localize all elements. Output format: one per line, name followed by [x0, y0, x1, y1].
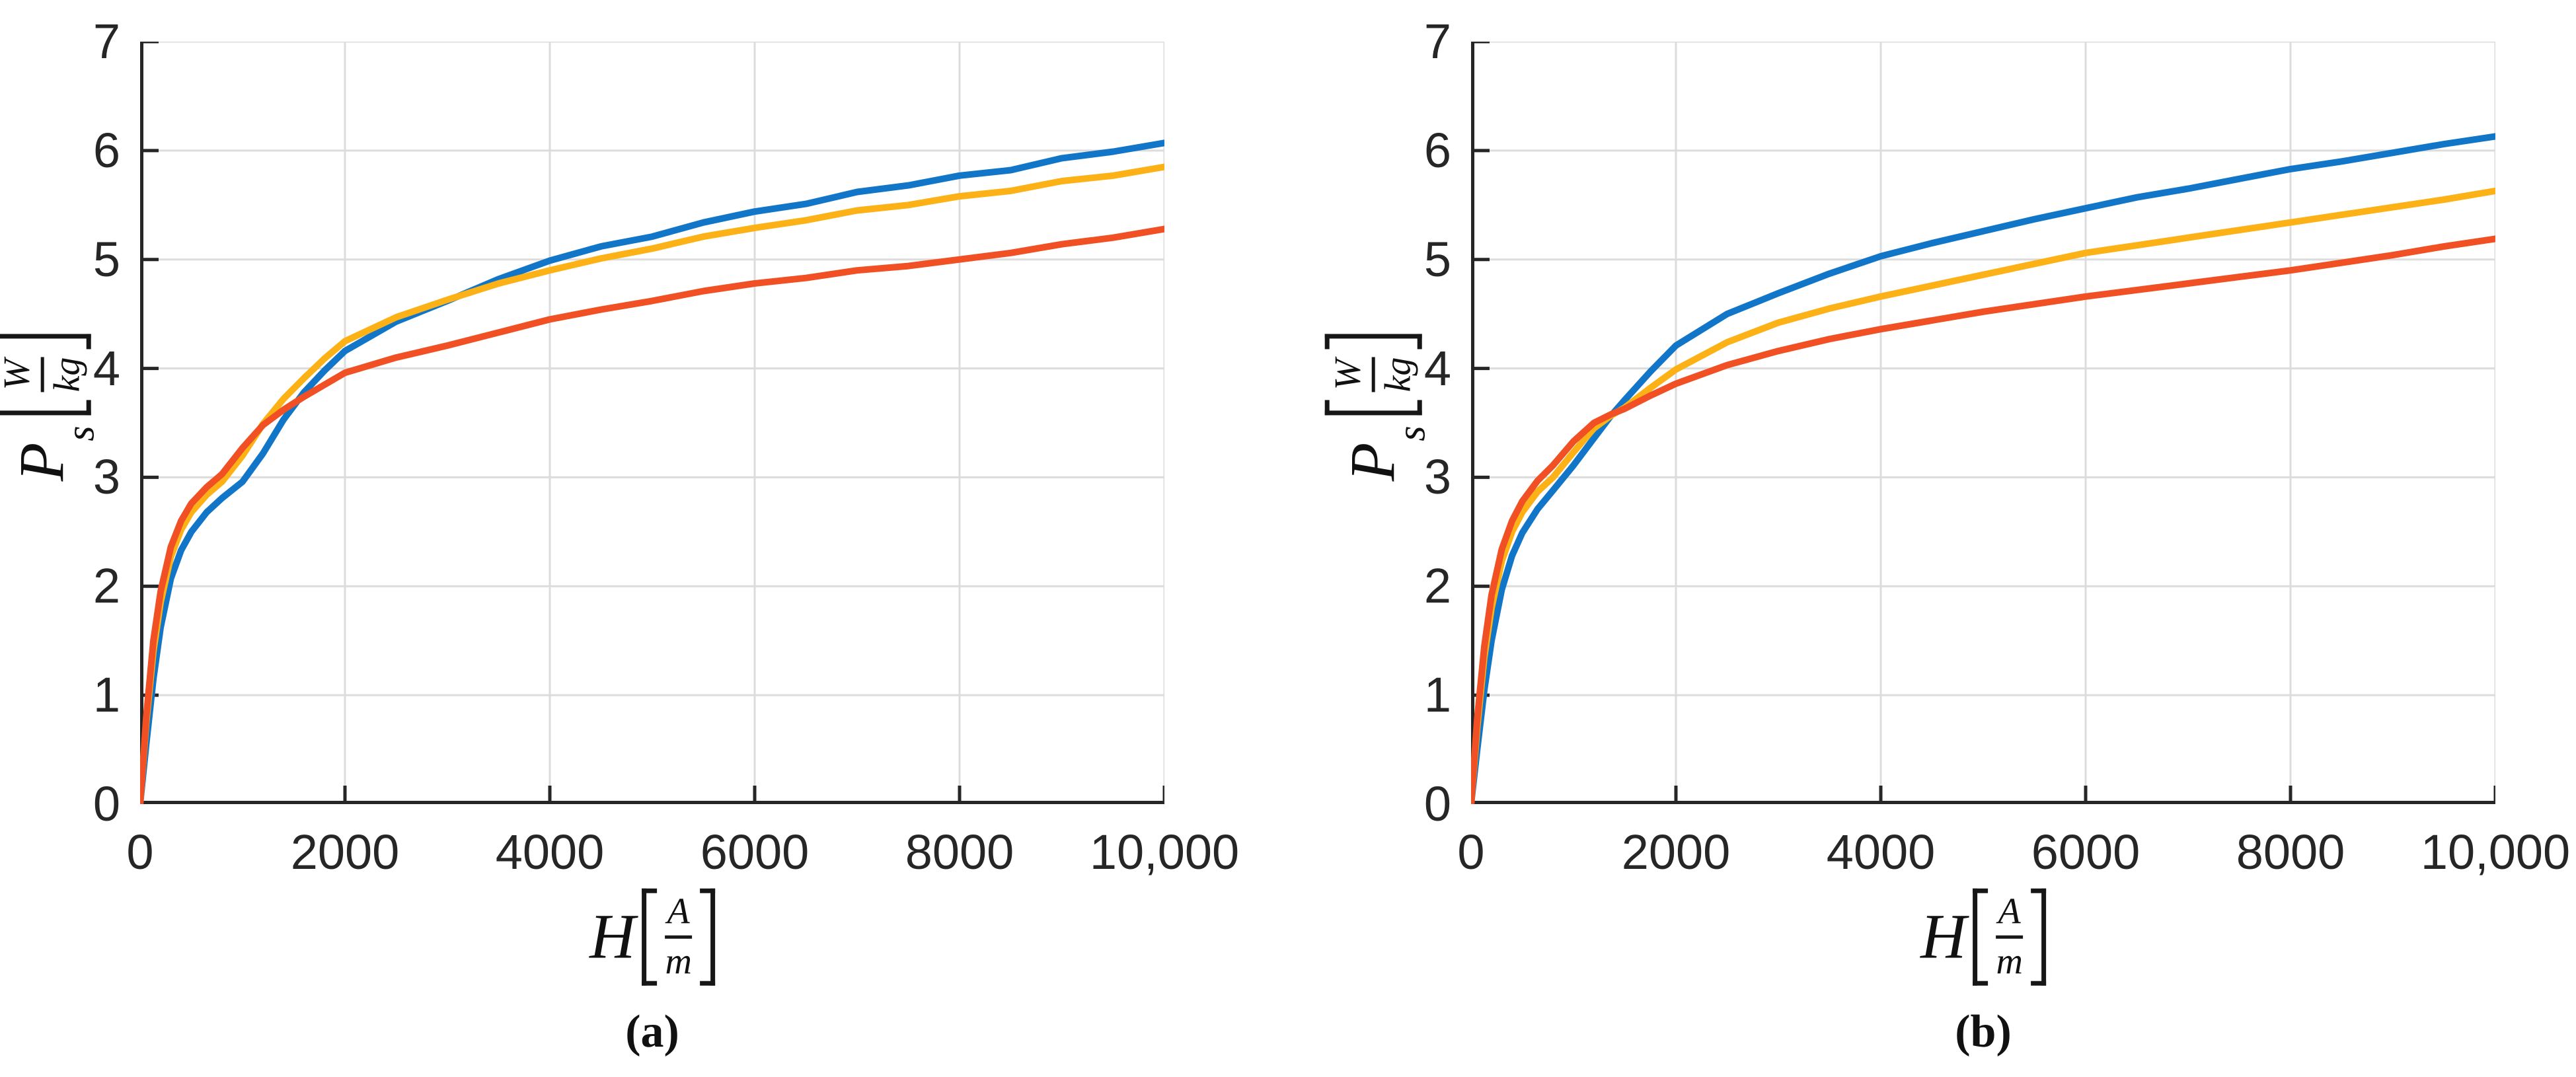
y-axis-variable: P: [1338, 442, 1408, 482]
fraction-bar: [1996, 935, 2023, 939]
y-tick-label: 0: [1423, 776, 1451, 831]
x-tick-label: 2000: [290, 825, 400, 879]
y-tick-label: 1: [93, 667, 120, 723]
curve-orange: [1468, 235, 2499, 807]
y-tick-label: 4: [93, 340, 120, 396]
bracket-open: [0, 400, 91, 416]
x-tick-label: 0: [1457, 825, 1485, 879]
x-tick-label: 6000: [2031, 825, 2140, 879]
unit-numerator: W: [1327, 359, 1369, 390]
x-axis-variable: H: [1920, 901, 1967, 972]
x-tick-label: 10,000: [1089, 825, 1240, 879]
x-tick-label: 2000: [1621, 825, 1731, 879]
x-tick-label: 0: [126, 825, 154, 879]
y-tick-label: 3: [1423, 449, 1451, 505]
x-axis-variable: H: [589, 901, 636, 972]
unit-numerator: A: [1998, 891, 2021, 932]
unit-numerator: A: [667, 891, 690, 932]
axis-lines: [1471, 42, 2495, 804]
unit-denominator: kg: [1377, 357, 1419, 392]
axis-lines: [140, 42, 1164, 804]
x-tick-label: 8000: [905, 825, 1014, 879]
panel-caption-a: (a): [625, 1006, 679, 1057]
curve-orange: [137, 225, 1168, 807]
y-tick-label: 6: [1423, 122, 1451, 178]
plot-area-a: [137, 40, 1168, 807]
y-tick-label: 3: [93, 449, 120, 505]
curve-blue: [137, 139, 1168, 807]
y-tick-label: 7: [1423, 14, 1451, 69]
bracket-close: [2030, 888, 2046, 986]
unit-numerator: W: [0, 359, 38, 390]
y-tick-label: 4: [1423, 340, 1451, 396]
plot-canvas-a: [137, 40, 1168, 807]
fraction-bar: [665, 935, 692, 939]
bracket-open: [1324, 400, 1422, 416]
x-tick-label: 8000: [2236, 825, 2345, 879]
y-axis-subscript: s: [58, 426, 102, 441]
curve-yellow: [1468, 187, 2499, 807]
unit-denominator: m: [1996, 941, 2023, 983]
x-tick-label: 10,000: [2420, 825, 2571, 879]
unit-denominator: kg: [46, 357, 88, 392]
plot-canvas-b: [1468, 40, 2499, 807]
y-tick-label: 7: [93, 14, 120, 69]
y-tick-label: 1: [1423, 667, 1451, 723]
curve-blue: [1468, 133, 2499, 807]
plot-area-b: [1468, 40, 2499, 807]
y-axis-variable: P: [7, 442, 77, 482]
y-tick-label: 0: [93, 776, 120, 831]
bracket-close: [0, 334, 91, 350]
y-tick-label: 5: [93, 231, 120, 287]
y-tick-label: 6: [93, 122, 120, 178]
bracket-close: [699, 888, 715, 986]
bracket-open: [642, 888, 658, 986]
unit-denominator: m: [665, 941, 692, 983]
y-axis-subscript: s: [1389, 426, 1433, 441]
bracket-open: [1973, 888, 1989, 986]
panel-caption-b: (b): [1955, 1006, 2012, 1057]
x-tick-label: 4000: [1826, 825, 1936, 879]
y-tick-label: 2: [1423, 558, 1451, 614]
fraction-bar: [40, 357, 44, 392]
x-tick-label: 6000: [700, 825, 810, 879]
y-tick-label: 2: [93, 558, 120, 614]
fraction-bar: [1371, 357, 1375, 392]
x-tick-label: 4000: [495, 825, 605, 879]
y-tick-label: 5: [1423, 231, 1451, 287]
curve-yellow: [137, 163, 1168, 807]
bracket-close: [1324, 334, 1422, 350]
